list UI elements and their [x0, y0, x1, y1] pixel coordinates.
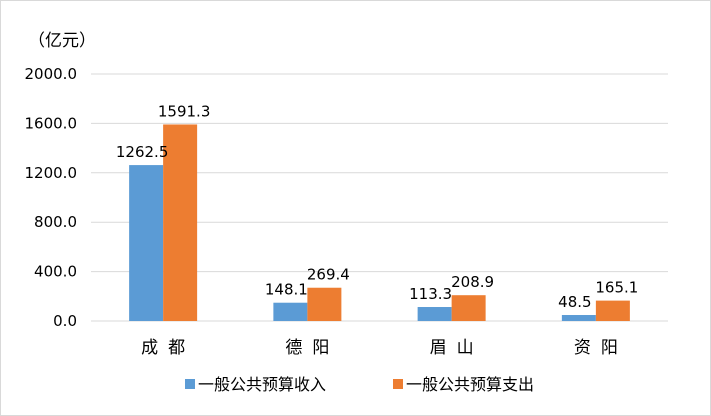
bar-expenditure: [163, 124, 198, 321]
legend: 一般公共预算收入 一般公共预算支出: [185, 375, 534, 394]
y-axis-ticks: 0.0 400.0 800.0 1200.0 1600.0 2000.0: [25, 65, 78, 330]
y-tick-label: 2000.0: [25, 65, 78, 83]
y-tick-label: 800.0: [34, 213, 77, 231]
data-label: 208.9: [451, 273, 494, 291]
y-unit-label: （亿元）: [28, 31, 96, 51]
y-tick-label: 1600.0: [25, 114, 78, 132]
legend-swatch: [393, 379, 403, 389]
x-category-label: 成都: [141, 338, 195, 358]
x-category-label: 眉山: [430, 338, 484, 358]
y-tick-label: 0.0: [53, 312, 77, 330]
bar-expenditure: [451, 295, 486, 321]
bar-revenue: [417, 307, 452, 321]
x-category-label: 资阳: [574, 338, 628, 358]
legend-swatch: [185, 379, 195, 389]
x-category-label: 德阳: [285, 338, 339, 358]
data-label: 1262.5: [116, 143, 169, 161]
data-label: 165.1: [595, 279, 638, 297]
data-label: 1591.3: [158, 102, 211, 120]
bars: [129, 124, 630, 321]
data-label: 269.4: [307, 266, 350, 284]
bar-revenue: [561, 315, 596, 321]
data-label: 148.1: [265, 281, 308, 299]
bar-revenue: [273, 302, 308, 321]
data-label: 113.3: [409, 285, 452, 303]
y-tick-label: 1200.0: [25, 164, 78, 182]
legend-label: 一般公共预算收入: [198, 375, 326, 394]
legend-label: 一般公共预算支出: [406, 375, 534, 394]
bar-expenditure: [595, 300, 630, 321]
y-tick-label: 400.0: [34, 263, 77, 281]
data-label: 48.5: [558, 293, 591, 311]
bar-revenue: [129, 165, 164, 321]
x-axis-labels: 成都 德阳 眉山 资阳: [141, 338, 628, 358]
bar-expenditure: [307, 287, 342, 321]
